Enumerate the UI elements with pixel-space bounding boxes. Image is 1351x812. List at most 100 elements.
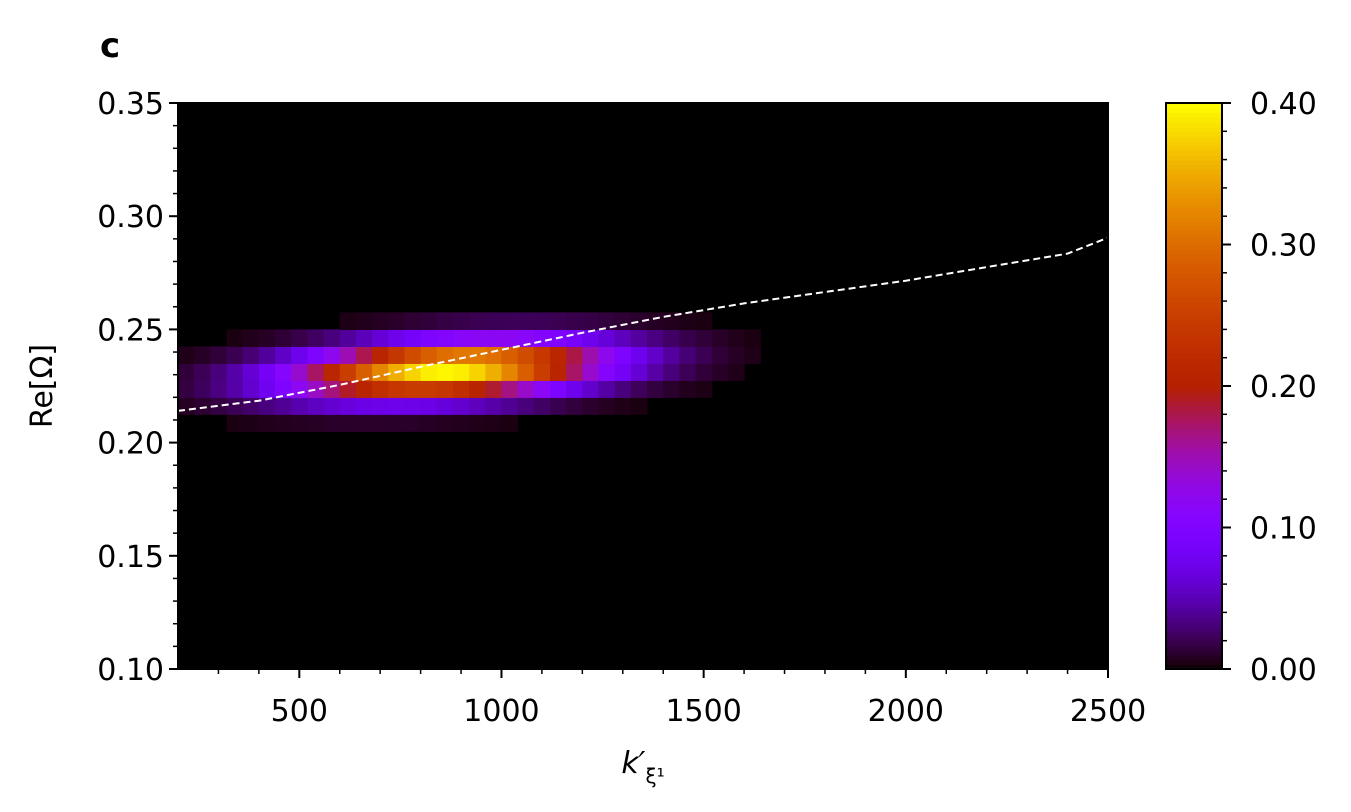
panel-label: c [100,26,120,66]
colorbar-step [1166,626,1222,633]
heatmap-cell [210,380,228,398]
x-tick-label: 1000 [463,694,539,729]
heatmap-cell [307,414,325,432]
colorbar-step [1166,277,1222,284]
colorbar-step [1166,117,1222,123]
colorbar-step [1166,244,1222,251]
heatmap-cell [614,397,632,415]
colorbar-step [1166,136,1222,142]
colorbar-step [1166,395,1222,401]
heatmap-cell [388,380,406,398]
heatmap-cell [242,346,260,364]
colorbar-step [1166,555,1222,562]
colorbar-step [1166,164,1222,170]
heatmap-cell [307,363,325,381]
heatmap-cell [452,397,470,415]
heatmap-cell [711,329,729,347]
heatmap-cell [582,346,600,364]
heatmap-cell [663,380,680,398]
heatmap-cell [695,363,713,381]
heatmap-cell [258,363,276,381]
heatmap-cell [436,329,454,347]
heatmap-cell [452,380,470,398]
heatmap-cell [485,329,503,347]
heatmap-cell [355,397,373,415]
heatmap-cell [339,380,357,398]
heatmap-cell [550,363,567,381]
heatmap-cell [388,346,406,364]
heatmap-cell [436,397,454,415]
colorbar-step [1166,635,1222,642]
colorbar-step [1166,532,1222,538]
colorbar-step [1166,475,1222,482]
heatmap-cell [372,363,389,381]
colorbar-step [1166,239,1222,246]
heatmap-cell [695,329,713,347]
heatmap-cell [194,346,211,364]
colorbar-step [1166,169,1222,175]
heatmap-cell [339,312,357,330]
heatmap-cell [291,414,308,432]
colorbar-tick-label: 0.10 [1250,512,1317,547]
x-tick-label: 1500 [665,694,741,729]
heatmap-cell [452,312,470,330]
colorbar-step [1166,527,1222,534]
colorbar-step [1166,338,1222,345]
colorbar-step [1166,103,1222,109]
colorbar-step [1166,404,1222,411]
heatmap-cell [485,363,503,381]
colorbar-step [1166,414,1222,420]
heatmap-cell [307,346,325,364]
heatmap-cell [275,380,292,398]
heatmap-cell [533,329,551,347]
colorbar-step [1166,499,1222,505]
colorbar-step [1166,584,1222,590]
heatmap-cell [614,363,632,381]
heatmap-cell [404,346,422,364]
colorbar-step [1166,315,1222,321]
heatmap-cell [517,380,535,398]
heatmap-cell [614,329,632,347]
heatmap-cell [679,329,697,347]
heatmap-cell [178,346,195,364]
heatmap-cell [517,397,535,415]
colorbar-step [1166,640,1222,647]
heatmap-cell [452,329,470,347]
heatmap-cell [194,380,211,398]
heatmap-cell [679,380,697,398]
colorbar-step [1166,192,1222,199]
heatmap-cell [469,312,486,330]
heatmap-cell [517,312,535,330]
heatmap-cell [598,363,616,381]
colorbar-step [1166,376,1222,383]
colorbar-step [1166,206,1222,213]
colorbar-step [1166,225,1222,232]
heatmap-cell [291,363,308,381]
heatmap-cell [550,380,567,398]
heatmap-cell [258,414,276,432]
heatmap-cell [388,329,406,347]
heatmap-cell [452,414,470,432]
heatmap-cell [517,329,535,347]
colorbar-step [1166,178,1222,184]
heatmap-cell [695,312,713,330]
y-tick-label: 0.35 [97,87,164,122]
colorbar-tick-label: 0.40 [1250,87,1317,122]
heatmap-cell [404,380,422,398]
heatmap-cell [436,363,454,381]
colorbar-step [1166,433,1222,439]
y-tick-label: 0.10 [97,653,164,688]
colorbar-step [1166,197,1222,203]
colorbar-step [1166,485,1222,491]
heatmap-cell [258,397,276,415]
heatmap-cell [598,380,616,398]
heatmap-cell [323,414,341,432]
colorbar-step [1166,334,1222,340]
heatmap-cell [388,312,406,330]
heatmap-cell [436,312,454,330]
heatmap-cell [355,380,373,398]
heatmap-cell [533,397,551,415]
heatmap-cell [436,414,454,432]
heatmap-cell [339,346,357,364]
x-tick-label: 500 [271,694,328,729]
